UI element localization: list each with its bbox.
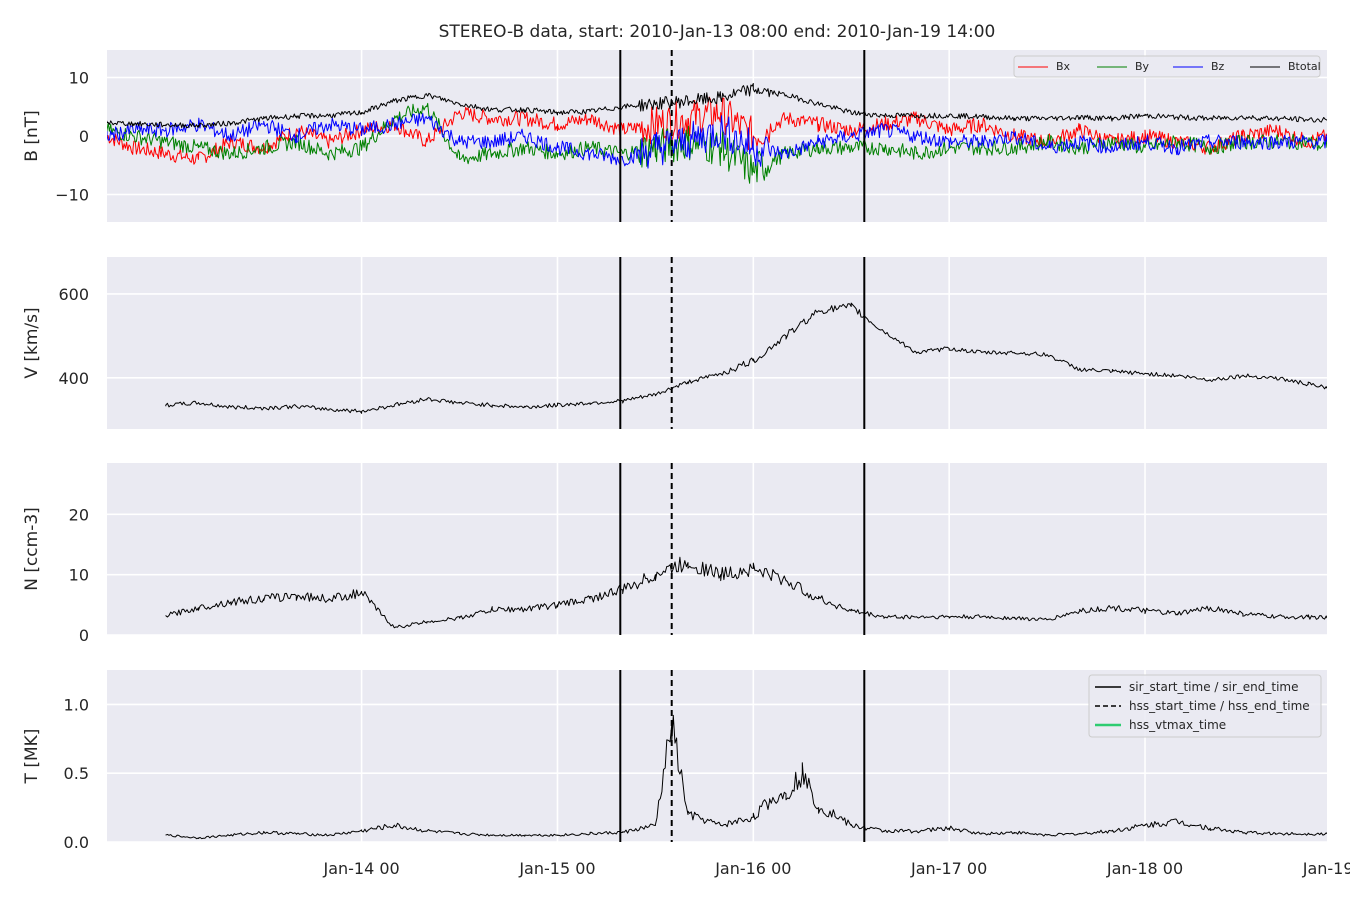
x-tick-label: Jan-19 00 <box>1302 859 1350 878</box>
x-tick-label: Jan-14 00 <box>322 859 399 878</box>
legend-label: Bz <box>1211 60 1225 73</box>
panels: −10 0 10 B [nT] Bx By Bz Btotal 400 600 V [km/s] 0 1… <box>22 50 1342 852</box>
legend-box <box>1013 55 1321 78</box>
legend-box <box>1088 674 1322 738</box>
legend-label: By <box>1135 60 1150 73</box>
legend-label: hss_vtmax_time <box>1129 718 1226 732</box>
y-tick-label: 0 <box>79 127 89 146</box>
chart-title: STEREO-B data, start: 2010-Jan-13 08:00 … <box>439 22 996 42</box>
series-group <box>165 556 1327 629</box>
panel-t: 0.0 0.5 1.0 T [MK] sir_start_time / sir_end_… <box>22 670 1342 852</box>
y-axis-label: B [nT] <box>22 110 42 162</box>
legend-label: Bx <box>1056 60 1071 73</box>
y-tick-label: 1.0 <box>64 695 89 714</box>
series-line <box>165 556 1327 629</box>
y-tick-label: −10 <box>55 186 89 205</box>
y-axis-label: N [ccm-3] <box>22 507 42 591</box>
x-tick-label: Jan-18 00 <box>1106 859 1183 878</box>
series-line <box>165 714 1327 840</box>
legend-label: Btotal <box>1288 60 1321 73</box>
y-tick-label: 0.5 <box>64 764 89 783</box>
y-tick-label: 0 <box>79 626 89 645</box>
y-tick-label: 20 <box>69 505 89 524</box>
y-axis-label: V [km/s] <box>22 307 42 378</box>
y-tick-label: 600 <box>58 285 89 304</box>
series-group <box>165 302 1327 414</box>
series-group <box>165 714 1327 840</box>
x-tick-label: Jan-15 00 <box>518 859 595 878</box>
x-tick-label: Jan-16 00 <box>714 859 791 878</box>
plot-background <box>107 463 1327 635</box>
panel-v: 400 600 V [km/s] <box>22 257 1342 429</box>
y-tick-label: 10 <box>69 566 89 585</box>
series-line <box>165 302 1327 414</box>
y-tick-label: 400 <box>58 369 89 388</box>
series-line-bz <box>107 113 1327 169</box>
plot-background <box>107 257 1327 429</box>
y-tick-label: 10 <box>69 68 89 87</box>
x-tick-label: Jan-17 00 <box>910 859 987 878</box>
x-tick-labels: Jan-14 00 Jan-15 00 Jan-16 00 Jan-17 00 Jan-… <box>322 859 1350 878</box>
y-axis-label: T [MK] <box>22 729 42 785</box>
series-line-btotal <box>107 83 1327 129</box>
series-group <box>107 83 1327 184</box>
legend-label: sir_start_time / sir_end_time <box>1129 680 1299 694</box>
y-tick-label: 0.0 <box>64 833 89 852</box>
panel-n: 0 10 20 N [ccm-3] <box>22 463 1342 645</box>
legend-label: hss_start_time / hss_end_time <box>1129 699 1310 713</box>
panel-b: −10 0 10 B [nT] Bx By Bz Btotal <box>22 50 1342 222</box>
